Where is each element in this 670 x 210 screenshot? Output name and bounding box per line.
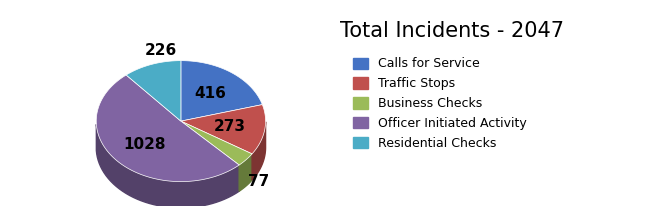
Polygon shape: [126, 61, 181, 121]
Polygon shape: [181, 105, 265, 154]
Polygon shape: [181, 61, 263, 121]
Text: 1028: 1028: [123, 137, 165, 152]
Text: 416: 416: [194, 86, 226, 101]
Polygon shape: [96, 124, 239, 208]
Legend: Calls for Service, Traffic Stops, Business Checks, Officer Initiated Activity, R: Calls for Service, Traffic Stops, Busine…: [348, 52, 532, 155]
Polygon shape: [239, 154, 252, 191]
Polygon shape: [96, 75, 239, 182]
Text: 77: 77: [248, 174, 269, 189]
Polygon shape: [252, 122, 265, 180]
Text: Total Incidents - 2047: Total Incidents - 2047: [340, 21, 564, 41]
Polygon shape: [181, 121, 252, 165]
Text: 273: 273: [214, 119, 245, 134]
Text: 226: 226: [145, 43, 177, 58]
